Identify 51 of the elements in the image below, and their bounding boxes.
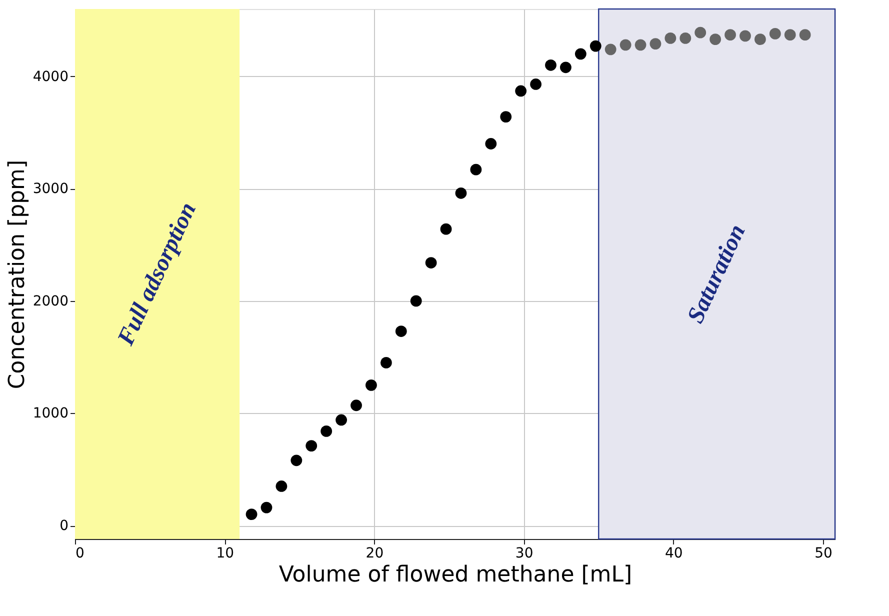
x-tick-label: 30 — [515, 546, 534, 562]
point — [530, 78, 542, 90]
point — [545, 59, 556, 71]
point — [320, 426, 332, 437]
point — [395, 326, 407, 337]
point — [754, 34, 766, 46]
point — [740, 30, 751, 42]
point — [260, 502, 272, 514]
point — [380, 357, 392, 368]
point — [306, 440, 318, 452]
point — [515, 85, 527, 97]
y-tick-label: 0 — [60, 518, 68, 534]
x-tick-label: 40 — [665, 546, 683, 562]
point — [425, 257, 437, 268]
point — [724, 29, 736, 41]
x-tick-label: 10 — [216, 546, 234, 562]
point — [694, 26, 706, 38]
point — [769, 28, 781, 40]
point — [590, 40, 602, 52]
y-tick-label: 1000 — [32, 406, 68, 422]
point — [290, 454, 302, 466]
point — [470, 164, 482, 176]
point — [710, 34, 722, 46]
point — [664, 32, 676, 44]
point — [680, 32, 692, 44]
x-tick-label: 0 — [76, 546, 84, 562]
point — [784, 29, 796, 41]
point — [440, 223, 452, 235]
point — [604, 44, 616, 56]
point — [634, 39, 646, 51]
point — [366, 379, 377, 391]
point — [560, 62, 572, 74]
point — [650, 38, 662, 50]
point — [500, 111, 512, 122]
x-tick-label: 20 — [366, 546, 384, 562]
point — [350, 400, 362, 412]
y-tick-label: 2000 — [32, 293, 68, 310]
point — [574, 48, 586, 60]
y-tick-label: 4000 — [32, 68, 68, 85]
point — [276, 480, 288, 492]
point — [336, 414, 347, 426]
point — [246, 508, 258, 520]
point — [455, 187, 467, 199]
x-axis-title: Volume of flowed methane [mL] — [278, 562, 632, 588]
point — [485, 138, 497, 150]
y-axis-title: Concentration [ppm] — [4, 160, 30, 390]
point — [799, 29, 811, 41]
x-tick-label: 50 — [814, 546, 832, 562]
point — [410, 295, 422, 307]
point — [620, 39, 632, 51]
y-tick-label: 3000 — [32, 181, 68, 198]
